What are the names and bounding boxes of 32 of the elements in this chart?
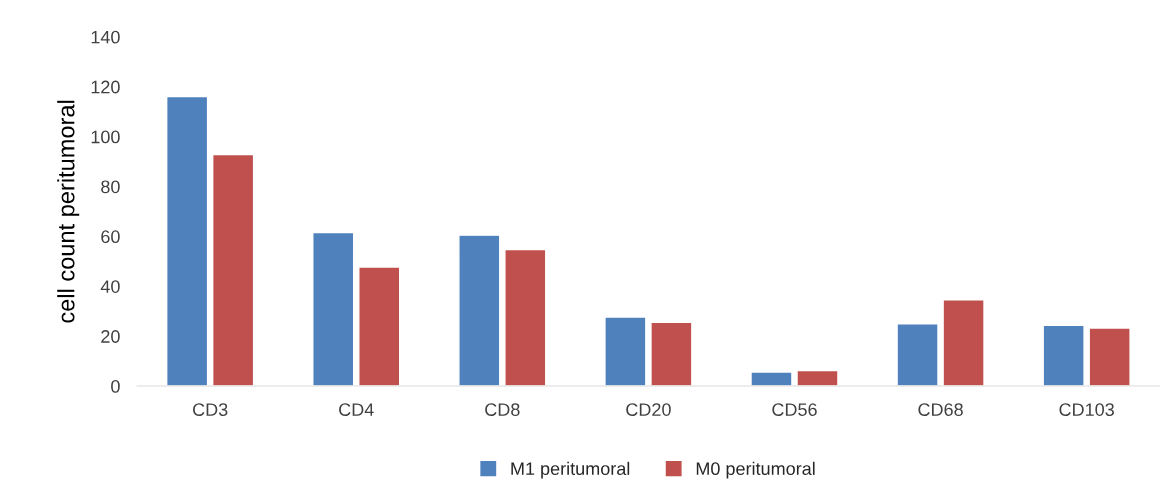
y-axis-title: cell count peritumoral: [57, 100, 80, 323]
y-tick-label: 140: [91, 30, 120, 44]
bar: [212, 153, 255, 387]
bar: [358, 266, 401, 387]
y-tick-label: 60: [101, 230, 120, 244]
x-tick-label: CD103: [1059, 403, 1114, 416]
bar: [942, 299, 985, 387]
x-tick-label: CD56: [772, 403, 817, 416]
bar: [504, 248, 547, 387]
bar: [312, 231, 355, 387]
y-tick-label: 80: [101, 180, 120, 194]
bar: [1042, 324, 1085, 387]
bar: [166, 95, 209, 387]
y-tick-label: 20: [101, 330, 120, 343]
bar: [458, 234, 501, 387]
y-tick-label: 40: [100, 280, 120, 293]
x-tick-label: CD4: [339, 403, 374, 416]
bar: [750, 371, 793, 387]
x-tick-label: CD8: [485, 403, 520, 416]
x-tick-label: CD20: [626, 403, 671, 416]
y-tick-label: 0: [111, 380, 120, 393]
bar: [650, 321, 693, 387]
y-tick-label: 100: [91, 130, 120, 144]
legend-label: M0 peritumoral: [696, 461, 815, 479]
x-tick-label: CD68: [918, 403, 963, 416]
y-tick-label: 120: [91, 80, 120, 94]
bar: [1088, 327, 1131, 387]
bar: [896, 322, 939, 387]
legend-label: M1 peritumoral: [511, 461, 630, 479]
x-tick-label: CD3: [193, 403, 228, 416]
bar: [796, 369, 839, 387]
bar: [604, 316, 647, 387]
